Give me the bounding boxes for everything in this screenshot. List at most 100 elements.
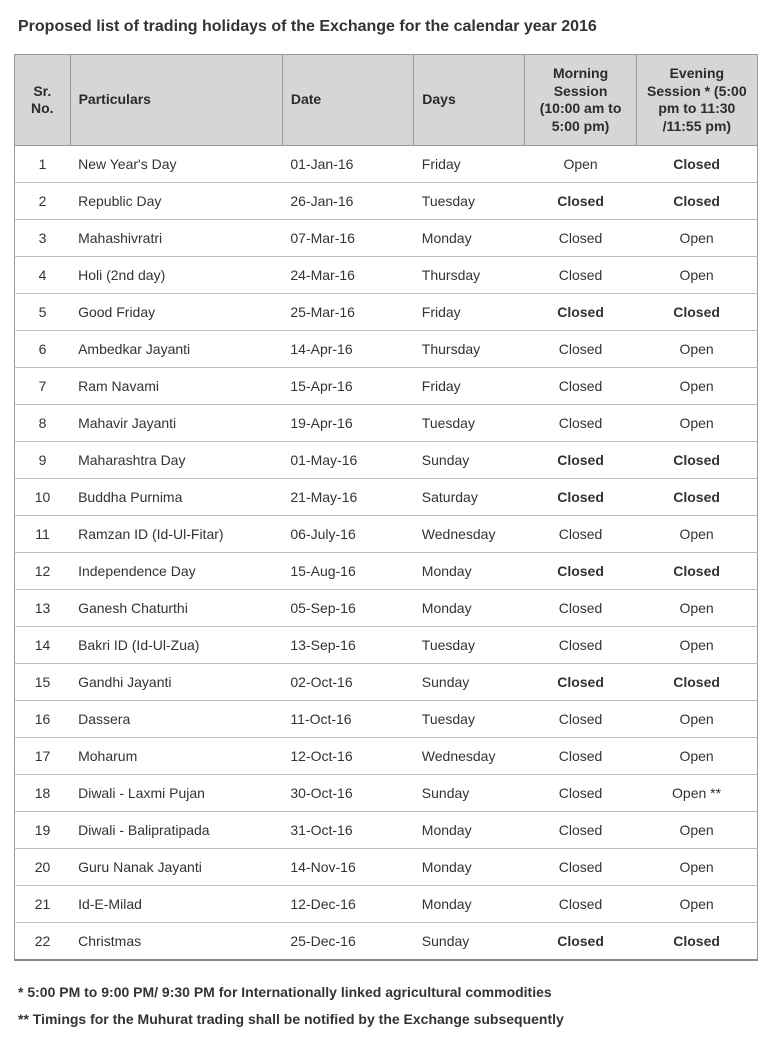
col-header-evening: Evening Session * (5:00 pm to 11:30 /11:…	[636, 55, 757, 146]
footnotes: * 5:00 PM to 9:00 PM/ 9:30 PM for Intern…	[14, 979, 758, 1032]
col-header-morning: Morning Session (10:00 am to 5:00 pm)	[525, 55, 636, 146]
cell-date: 25-Dec-16	[282, 923, 413, 961]
cell-sr: 13	[15, 590, 71, 627]
table-row: 15Gandhi Jayanti02-Oct-16SundayClosedClo…	[15, 664, 758, 701]
table-row: 14Bakri ID (Id-Ul-Zua)13-Sep-16TuesdayCl…	[15, 627, 758, 664]
cell-sr: 7	[15, 368, 71, 405]
table-row: 5Good Friday25-Mar-16FridayClosedClosed	[15, 294, 758, 331]
table-row: 3Mahashivratri07-Mar-16MondayClosedOpen	[15, 220, 758, 257]
cell-days: Monday	[414, 886, 525, 923]
cell-morning: Closed	[525, 627, 636, 664]
cell-morning: Closed	[525, 664, 636, 701]
cell-evening: Open	[636, 812, 757, 849]
cell-morning: Closed	[525, 479, 636, 516]
cell-days: Monday	[414, 812, 525, 849]
cell-date: 07-Mar-16	[282, 220, 413, 257]
cell-days: Friday	[414, 146, 525, 183]
table-row: 12Independence Day15-Aug-16MondayClosedC…	[15, 553, 758, 590]
cell-morning: Closed	[525, 923, 636, 961]
col-header-date: Date	[282, 55, 413, 146]
cell-sr: 20	[15, 849, 71, 886]
cell-date: 30-Oct-16	[282, 775, 413, 812]
table-row: 1New Year's Day01-Jan-16FridayOpenClosed	[15, 146, 758, 183]
table-row: 8Mahavir Jayanti19-Apr-16TuesdayClosedOp…	[15, 405, 758, 442]
cell-particulars: Ram Navami	[70, 368, 282, 405]
cell-evening: Closed	[636, 146, 757, 183]
cell-morning: Closed	[525, 405, 636, 442]
cell-morning: Closed	[525, 368, 636, 405]
col-header-sr: Sr. No.	[15, 55, 71, 146]
cell-days: Thursday	[414, 331, 525, 368]
cell-sr: 22	[15, 923, 71, 961]
cell-sr: 16	[15, 701, 71, 738]
col-header-days: Days	[414, 55, 525, 146]
cell-date: 01-Jan-16	[282, 146, 413, 183]
cell-particulars: Mahavir Jayanti	[70, 405, 282, 442]
page-title: Proposed list of trading holidays of the…	[18, 18, 758, 36]
cell-date: 05-Sep-16	[282, 590, 413, 627]
cell-date: 14-Apr-16	[282, 331, 413, 368]
cell-morning: Closed	[525, 886, 636, 923]
cell-particulars: Id-E-Milad	[70, 886, 282, 923]
cell-sr: 15	[15, 664, 71, 701]
cell-morning: Closed	[525, 812, 636, 849]
cell-sr: 19	[15, 812, 71, 849]
cell-days: Friday	[414, 294, 525, 331]
cell-evening: Open	[636, 257, 757, 294]
cell-evening: Open	[636, 627, 757, 664]
cell-days: Monday	[414, 220, 525, 257]
cell-morning: Closed	[525, 849, 636, 886]
cell-particulars: Maharashtra Day	[70, 442, 282, 479]
cell-days: Tuesday	[414, 627, 525, 664]
cell-morning: Closed	[525, 553, 636, 590]
cell-particulars: New Year's Day	[70, 146, 282, 183]
table-row: 2Republic Day26-Jan-16TuesdayClosedClose…	[15, 183, 758, 220]
cell-morning: Closed	[525, 331, 636, 368]
cell-days: Tuesday	[414, 701, 525, 738]
cell-days: Tuesday	[414, 405, 525, 442]
cell-date: 11-Oct-16	[282, 701, 413, 738]
cell-evening: Open	[636, 405, 757, 442]
cell-days: Sunday	[414, 442, 525, 479]
table-row: 20Guru Nanak Jayanti14-Nov-16MondayClose…	[15, 849, 758, 886]
cell-evening: Open **	[636, 775, 757, 812]
cell-date: 14-Nov-16	[282, 849, 413, 886]
table-row: 11Ramzan ID (Id-Ul-Fitar)06-July-16Wedne…	[15, 516, 758, 553]
cell-days: Saturday	[414, 479, 525, 516]
footnote-1: * 5:00 PM to 9:00 PM/ 9:30 PM for Intern…	[18, 979, 758, 1006]
table-body: 1New Year's Day01-Jan-16FridayOpenClosed…	[15, 146, 758, 961]
cell-date: 02-Oct-16	[282, 664, 413, 701]
cell-particulars: Guru Nanak Jayanti	[70, 849, 282, 886]
cell-evening: Closed	[636, 294, 757, 331]
cell-days: Monday	[414, 553, 525, 590]
cell-sr: 6	[15, 331, 71, 368]
cell-morning: Closed	[525, 294, 636, 331]
cell-date: 06-July-16	[282, 516, 413, 553]
cell-sr: 8	[15, 405, 71, 442]
cell-evening: Open	[636, 220, 757, 257]
cell-particulars: Buddha Purnima	[70, 479, 282, 516]
cell-evening: Closed	[636, 442, 757, 479]
cell-days: Thursday	[414, 257, 525, 294]
cell-date: 25-Mar-16	[282, 294, 413, 331]
cell-morning: Closed	[525, 516, 636, 553]
cell-date: 31-Oct-16	[282, 812, 413, 849]
cell-days: Wednesday	[414, 738, 525, 775]
table-row: 13Ganesh Chaturthi05-Sep-16MondayClosedO…	[15, 590, 758, 627]
cell-morning: Closed	[525, 183, 636, 220]
table-row: 17Moharum12-Oct-16WednesdayClosedOpen	[15, 738, 758, 775]
cell-days: Sunday	[414, 664, 525, 701]
table-row: 18Diwali - Laxmi Pujan30-Oct-16SundayClo…	[15, 775, 758, 812]
cell-days: Monday	[414, 849, 525, 886]
cell-particulars: Ramzan ID (Id-Ul-Fitar)	[70, 516, 282, 553]
cell-evening: Open	[636, 701, 757, 738]
cell-sr: 10	[15, 479, 71, 516]
cell-evening: Closed	[636, 923, 757, 961]
cell-sr: 11	[15, 516, 71, 553]
cell-sr: 21	[15, 886, 71, 923]
cell-particulars: Diwali - Balipratipada	[70, 812, 282, 849]
cell-date: 26-Jan-16	[282, 183, 413, 220]
cell-particulars: Bakri ID (Id-Ul-Zua)	[70, 627, 282, 664]
cell-particulars: Holi (2nd day)	[70, 257, 282, 294]
cell-evening: Open	[636, 516, 757, 553]
